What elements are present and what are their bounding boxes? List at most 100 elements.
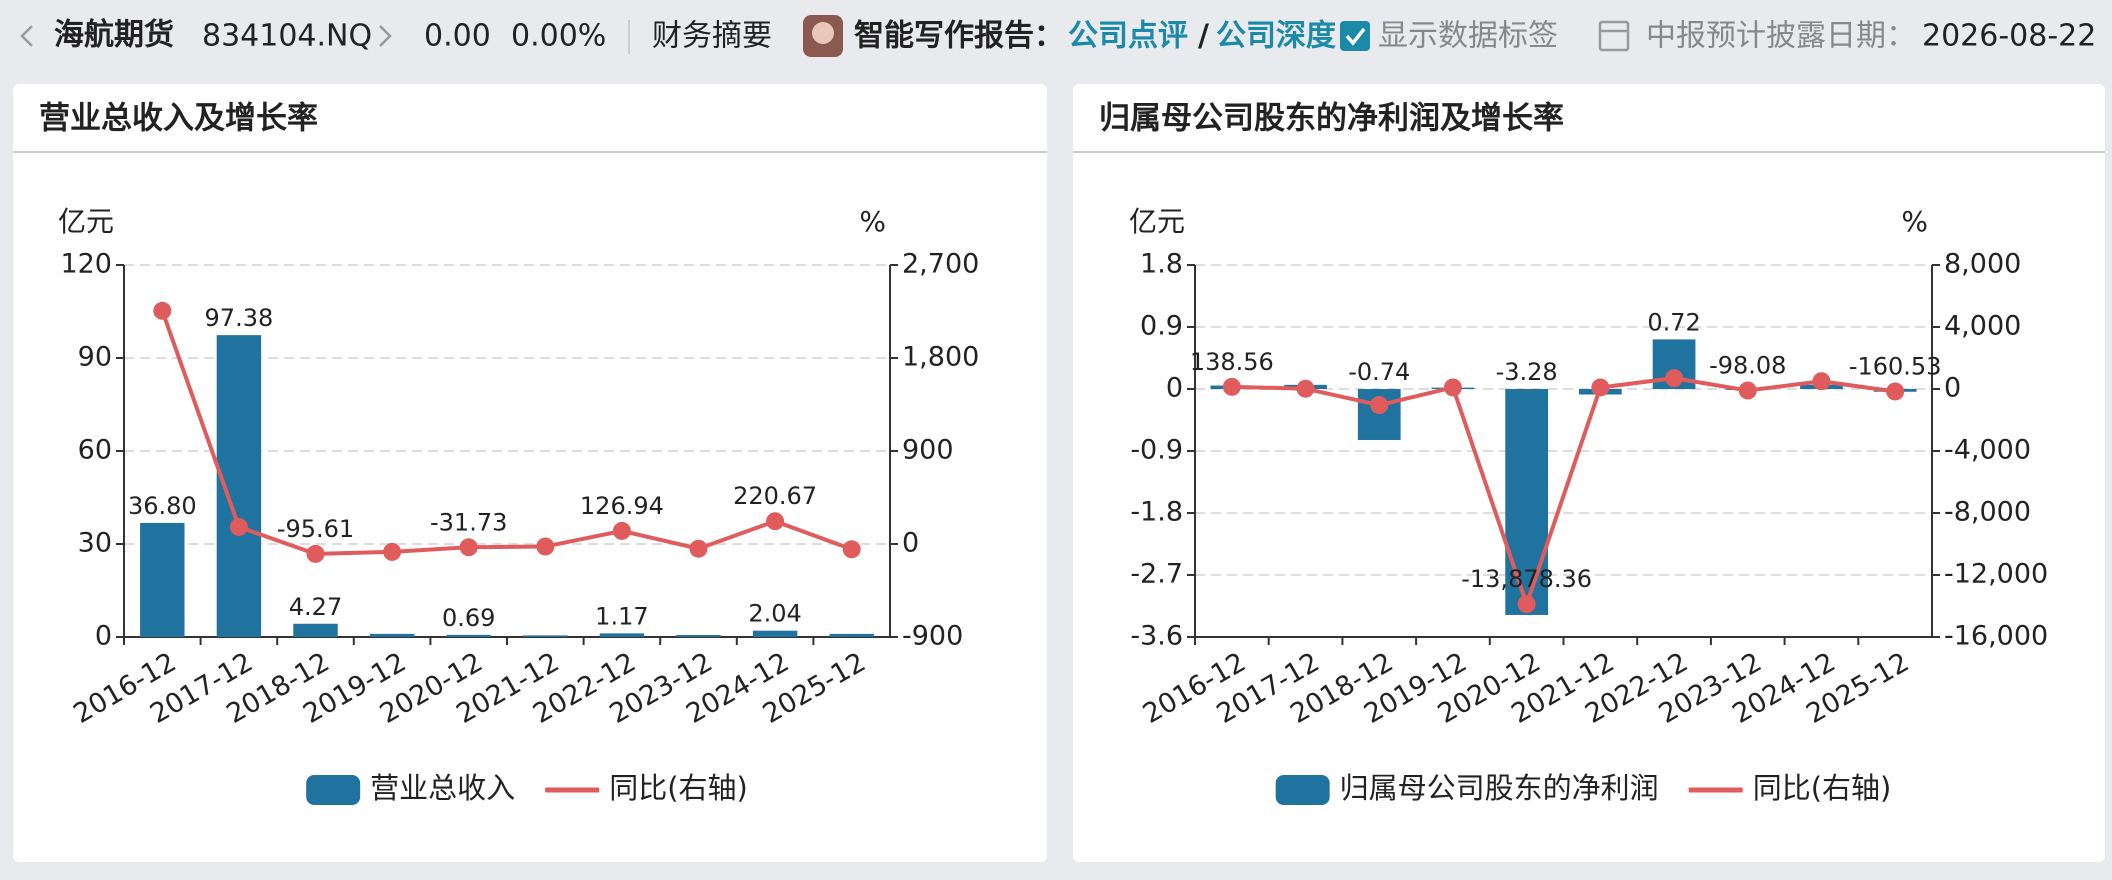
- stock-code: 834104.NQ: [202, 19, 372, 54]
- change: 0.00%: [511, 19, 606, 54]
- bar: [752, 630, 798, 637]
- bar: [293, 623, 338, 637]
- legend-swatch: [1275, 775, 1330, 805]
- y-tick-label: -2.7: [1130, 559, 1183, 590]
- bar: [446, 634, 491, 637]
- line-point: [1665, 369, 1684, 388]
- legend: 归属母公司股东的净利润 同比(右轴): [1275, 771, 1892, 805]
- y2-tick-label: 0: [902, 528, 919, 559]
- y2-tick-label: 2,700: [902, 249, 979, 280]
- y-tick-label: 0: [95, 621, 112, 652]
- bar: [369, 633, 415, 637]
- data-label: 220.67: [733, 482, 817, 510]
- data-label: 2.04: [748, 600, 801, 628]
- y-tick-label: 120: [60, 249, 112, 280]
- y-tick-label: 1.8: [1140, 249, 1183, 280]
- line: [160, 310, 853, 556]
- y-tick-label: 30: [78, 528, 112, 559]
- line-point: [1296, 379, 1315, 398]
- link-separator: /: [1198, 19, 1209, 54]
- line-point: [1517, 595, 1536, 614]
- panel: [1073, 84, 2105, 862]
- y2-unit: %: [859, 205, 886, 238]
- data-label: -3.28: [1496, 358, 1558, 386]
- y2-tick-label: 8,000: [1944, 249, 2021, 280]
- data-label: -98.08: [1709, 352, 1786, 380]
- y-unit: 亿元: [1129, 205, 1185, 238]
- y2-tick-label: 1,800: [902, 342, 979, 373]
- y2-tick-label: 0: [1944, 373, 1961, 404]
- bar: [599, 633, 645, 637]
- y-tick-label: 90: [78, 342, 112, 373]
- line-point: [1886, 382, 1905, 401]
- y2-tick-label: -8,000: [1944, 497, 2031, 528]
- line-point: [383, 542, 402, 561]
- y2-tick-label: -12,000: [1944, 559, 2048, 590]
- y2-tick-label: -900: [902, 621, 963, 652]
- y-tick-label: -1.8: [1130, 497, 1183, 528]
- legend-label: 同比(右轴): [609, 771, 748, 805]
- line-point: [842, 540, 861, 559]
- forward-arrow[interactable]: [379, 25, 392, 47]
- line-point: [1443, 378, 1462, 397]
- line-point: [766, 512, 785, 531]
- line-point: [229, 517, 248, 536]
- y2-tick-label: -16,000: [1944, 621, 2048, 652]
- report-link[interactable]: 公司深度: [1216, 19, 1336, 54]
- legend-swatch: [306, 775, 361, 805]
- data-label: 0.69: [442, 604, 495, 632]
- stock-name: 海航期货: [54, 18, 174, 53]
- y-tick-label: 0.9: [1140, 311, 1183, 342]
- legend: 营业总收入 同比(右轴): [306, 771, 748, 805]
- data-label: 0.72: [1647, 308, 1700, 336]
- avatar-face: [812, 22, 834, 44]
- data-label: -13,878.36: [1461, 565, 1592, 593]
- line-point: [153, 301, 172, 320]
- bar: [829, 633, 874, 637]
- y-tick-label: 0: [1166, 373, 1183, 404]
- data-label: -160.53: [1849, 352, 1942, 380]
- summary-tab[interactable]: 财务摘要: [652, 19, 772, 54]
- y2-unit: %: [1901, 205, 1928, 238]
- disclosure-date: 2026-08-22: [1922, 19, 2096, 54]
- data-label: 1.17: [595, 602, 648, 630]
- back-arrow[interactable]: [20, 25, 33, 47]
- checkbox[interactable]: [1340, 21, 1370, 51]
- data-label: 138.56: [1190, 348, 1274, 376]
- bar: [1505, 389, 1549, 615]
- line-point: [536, 537, 555, 556]
- checkbox-label[interactable]: 显示数据标签: [1378, 19, 1558, 54]
- line-point: [1222, 377, 1241, 396]
- line-point: [1738, 381, 1757, 400]
- panel: [13, 84, 1047, 862]
- data-label: 4.27: [289, 593, 342, 621]
- y-unit: 亿元: [58, 205, 114, 238]
- line-point: [1591, 378, 1610, 397]
- y2-tick-label: 900: [902, 435, 954, 466]
- calendar-icon: [1598, 20, 1630, 52]
- data-label: 97.38: [205, 304, 274, 332]
- legend-label: 同比(右轴): [1753, 771, 1892, 805]
- data-label: -95.61: [277, 515, 354, 543]
- bar: [676, 635, 721, 637]
- line-point: [1812, 372, 1831, 391]
- report-link[interactable]: 公司点评: [1068, 19, 1188, 54]
- line-point: [612, 521, 631, 540]
- y-tick-label: 60: [78, 435, 112, 466]
- line-point: [459, 538, 478, 557]
- checkmark: [1345, 27, 1366, 46]
- panel-title: 归属母公司股东的净利润及增长率: [1099, 101, 1564, 137]
- bar: [140, 522, 185, 637]
- line-point: [1370, 396, 1389, 415]
- legend-label: 归属母公司股东的净利润: [1340, 771, 1659, 805]
- report-label: 智能写作报告：: [854, 19, 1064, 54]
- data-label: -31.73: [430, 508, 507, 536]
- y2-tick-label: 4,000: [1944, 311, 2021, 342]
- line: [1231, 376, 1896, 611]
- y-tick-label: -0.9: [1130, 435, 1183, 466]
- legend-label: 营业总收入: [370, 771, 515, 805]
- data-label: 36.80: [128, 492, 197, 520]
- y2-tick-label: -4,000: [1944, 435, 2031, 466]
- data-label: -0.74: [1348, 358, 1410, 386]
